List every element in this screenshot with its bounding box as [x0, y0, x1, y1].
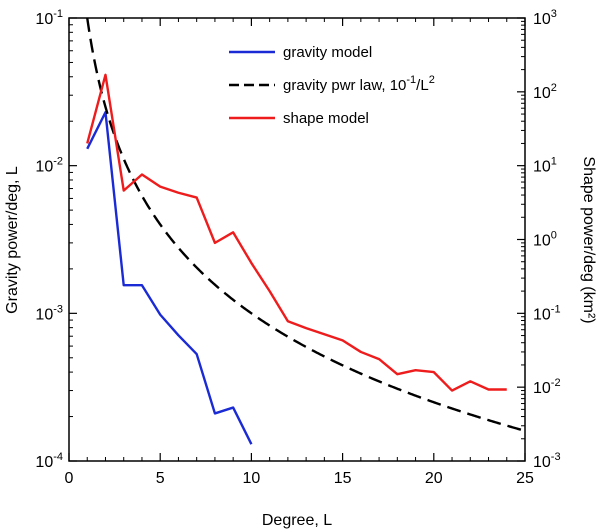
legend-label: shape model [283, 110, 369, 127]
x-axis-title: Degree, L [262, 512, 332, 529]
y-right-tick-label: 10-2 [533, 377, 561, 397]
legend-label: gravity model [283, 44, 372, 61]
y-left-tick-label: 10-3 [35, 303, 63, 323]
x-tick-label: 5 [156, 470, 165, 487]
tick-labels: 0 5 10 15 20 25 10-1 10-2 10-3 10-4 103 102 101 100 10… [35, 8, 560, 487]
y-axis-title-left: Gravity power/deg, L [4, 166, 21, 314]
y-left-tick-label: 10-4 [35, 451, 63, 471]
series-line-0 [86, 111, 253, 445]
y-right-tick-label: 100 [533, 230, 557, 250]
y-left-tick-label: 10-2 [35, 156, 63, 176]
axis-ticks [68, 17, 526, 462]
x-tick-label: 0 [65, 470, 74, 487]
legend: gravity model gravity pwr law, 10-1/L2 sha… [229, 44, 435, 127]
y-right-tick-label: 10-1 [533, 303, 561, 323]
series-group [86, 17, 526, 445]
x-tick-label: 20 [425, 470, 443, 487]
legend-label: gravity pwr law, 10-1/L2 [283, 74, 435, 94]
x-tick-label: 10 [243, 470, 261, 487]
y-axis-title-right: Shape power/deg (km²) [580, 156, 597, 323]
x-tick-label: 15 [334, 470, 352, 487]
x-tick-label: 25 [516, 470, 534, 487]
series-line-2 [86, 73, 507, 392]
y-left-tick-label: 10-1 [35, 8, 63, 28]
y-right-tick-label: 10-3 [533, 451, 561, 471]
y-right-tick-label: 101 [533, 156, 557, 176]
series-line-1 [86, 17, 526, 433]
y-right-tick-label: 103 [533, 8, 557, 28]
y-right-tick-label: 102 [533, 82, 557, 102]
